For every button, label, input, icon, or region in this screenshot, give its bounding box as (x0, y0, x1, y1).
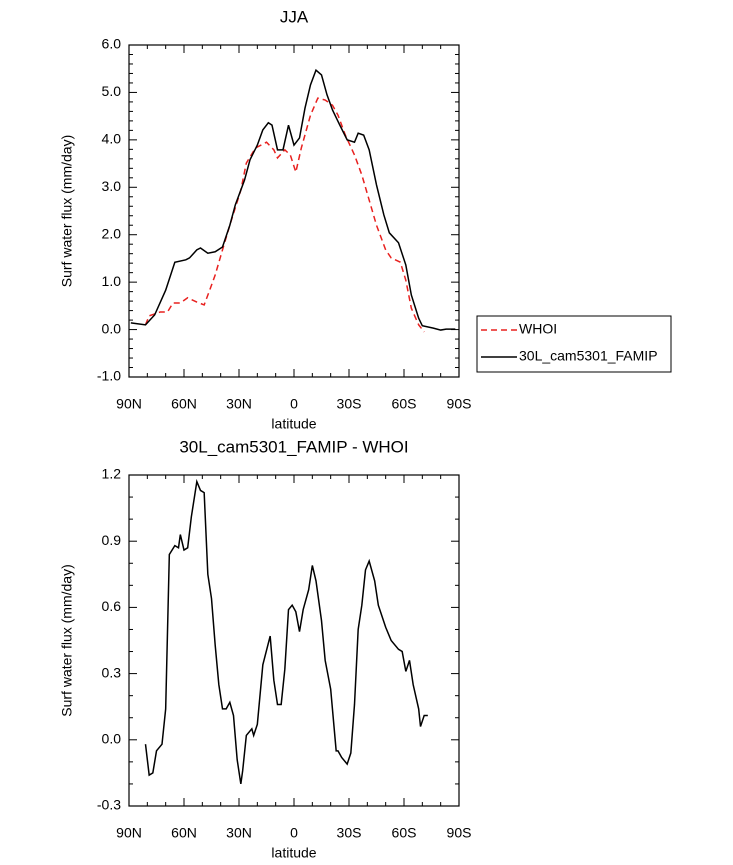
y-tick-label: 5.0 (102, 83, 122, 99)
y-tick-label: 3.0 (102, 178, 122, 194)
data-line (130, 68, 456, 331)
x-tick-label: 0 (290, 396, 298, 412)
chart-title: 30L_cam5301_FAMIP - WHOI (179, 437, 408, 456)
plot-frame (128, 474, 460, 807)
chart-title: JJA (280, 7, 309, 26)
y-axis-label: Surf water flux (mm/day) (59, 564, 75, 716)
x-tick-label: 90N (116, 396, 142, 412)
y-tick-label: 6.0 (102, 36, 122, 52)
data-line (144, 97, 425, 333)
y-tick-label: 2.0 (102, 225, 122, 241)
x-tick-label: 60N (171, 396, 197, 412)
y-tick-label: 0.3 (102, 664, 122, 680)
y-tick-label: 0.0 (102, 320, 122, 336)
x-tick-label: 0 (290, 825, 298, 841)
y-tick-label: -1.0 (97, 368, 121, 384)
data-line (144, 478, 428, 785)
x-tick-label: 30N (226, 396, 252, 412)
legend-label: 30L_cam5301_FAMIP (519, 348, 658, 364)
x-axis-label: latitude (271, 845, 316, 861)
plot-frame (128, 44, 460, 378)
x-tick-label: 30S (337, 825, 362, 841)
y-tick-label: 0.6 (102, 598, 122, 614)
x-tick-label: 60N (171, 825, 197, 841)
y-tick-label: 0.0 (102, 731, 122, 747)
y-tick-label: 0.9 (102, 532, 122, 548)
x-tick-label: 30S (337, 396, 362, 412)
x-tick-label: 90N (116, 825, 142, 841)
y-axis-label: Surf water flux (mm/day) (59, 135, 75, 287)
y-tick-label: 1.0 (102, 273, 122, 289)
x-tick-label: 30N (226, 825, 252, 841)
x-tick-label: 90S (447, 396, 472, 412)
x-tick-label: 90S (447, 825, 472, 841)
legend-box (476, 315, 672, 373)
y-tick-label: -0.3 (97, 797, 121, 813)
x-axis-label: latitude (271, 416, 316, 432)
x-tick-label: 60S (392, 396, 417, 412)
y-tick-label: 1.2 (102, 466, 122, 482)
y-tick-label: 4.0 (102, 131, 122, 147)
x-tick-label: 60S (392, 825, 417, 841)
legend-label: WHOI (519, 321, 557, 337)
